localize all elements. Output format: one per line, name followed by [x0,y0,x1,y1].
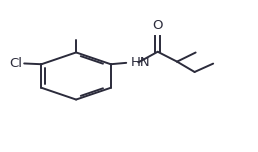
Text: Cl: Cl [9,57,22,70]
Text: HN: HN [131,56,150,69]
Text: O: O [152,19,163,33]
